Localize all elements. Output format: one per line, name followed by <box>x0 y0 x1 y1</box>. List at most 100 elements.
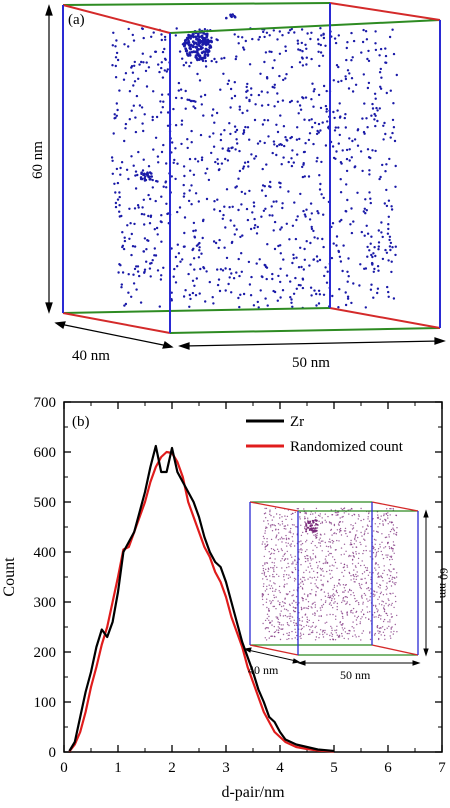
inset-atom-point <box>309 556 311 558</box>
inset-atom-point <box>290 513 292 515</box>
inset-atom-point <box>315 561 318 564</box>
inset-atom-point <box>301 616 304 618</box>
atom-point <box>116 181 120 185</box>
inset-atom-point <box>312 549 314 551</box>
atom-point <box>299 192 302 196</box>
inset-atom-point <box>361 616 363 618</box>
inset-atom-point <box>382 607 385 609</box>
atom-point <box>310 118 313 121</box>
atom-point <box>363 234 366 237</box>
inset-atom-point <box>332 542 334 544</box>
atom-point <box>320 34 323 37</box>
atom-point <box>344 291 347 294</box>
atom-point <box>233 94 237 98</box>
atom-point <box>114 45 117 48</box>
inset-atom-point <box>292 609 295 612</box>
atom-point <box>199 95 203 98</box>
inset-atom-point <box>334 511 337 514</box>
inset-atom-point <box>322 633 324 636</box>
atom-point <box>145 61 148 64</box>
atom-point <box>144 69 148 73</box>
inset-atom-point <box>275 544 277 546</box>
inset-atom-point <box>331 627 333 629</box>
inset-atom-point <box>303 593 306 595</box>
atom-point <box>194 192 198 195</box>
inset-atom-point <box>279 514 281 516</box>
atom-point <box>237 35 240 38</box>
inset-atom-point <box>351 528 354 530</box>
atom-point <box>351 139 354 143</box>
atom-point <box>270 205 273 208</box>
atom-point <box>299 49 302 52</box>
inset-atom-point <box>383 634 386 637</box>
atom-point <box>313 88 316 91</box>
atom-point <box>230 97 234 100</box>
inset-atom-point <box>316 610 318 612</box>
atom-point <box>388 235 392 238</box>
inset-atom-point <box>335 632 337 634</box>
atom-point <box>176 162 179 165</box>
inset-atom-point <box>339 584 341 586</box>
inset-atom-point <box>306 621 308 623</box>
atom-point <box>230 272 233 275</box>
inset-atom-point <box>375 569 377 571</box>
atom-point <box>143 268 147 271</box>
atom-point <box>293 31 296 34</box>
atom-point <box>365 38 369 41</box>
atom-point <box>243 192 247 195</box>
inset-atom-point <box>341 508 344 511</box>
inset-atom-point <box>353 578 355 580</box>
inset-depth-label: 40 nm <box>248 663 279 677</box>
atom-point <box>152 90 155 93</box>
atom-point <box>183 245 186 248</box>
atom-point <box>317 42 320 46</box>
atom-point <box>128 237 131 240</box>
inset-atom-point <box>276 566 278 569</box>
inset-atom-point <box>388 534 390 536</box>
inset-atom-point <box>321 584 323 586</box>
atom-point <box>218 289 222 293</box>
inset-atom-point <box>352 551 354 554</box>
inset-atom-point <box>275 513 278 515</box>
inset-atom-point <box>308 625 310 627</box>
atom-point <box>350 77 354 80</box>
inset-atom-point <box>326 621 328 623</box>
atom-point <box>269 180 272 184</box>
inset-height-arrow <box>423 509 429 657</box>
atom-point <box>346 69 350 72</box>
inset-atom-point <box>376 608 378 610</box>
atom-point <box>233 33 236 36</box>
inset-atom-point <box>311 577 313 579</box>
inset-atom-point <box>336 529 339 531</box>
inset-atom-point <box>385 554 387 556</box>
atom-point <box>234 130 237 134</box>
atom-point <box>121 245 124 249</box>
inset-atom-point <box>262 565 264 567</box>
atom-cluster-point <box>188 51 192 55</box>
atom-point <box>302 97 305 100</box>
atom-point <box>136 173 139 177</box>
inset-atom-point <box>357 562 360 564</box>
inset-atom-point <box>329 602 331 604</box>
atom-point <box>259 289 262 292</box>
atom-point <box>157 63 160 66</box>
inset-atom-point <box>359 586 361 588</box>
inset-atom-point <box>275 535 278 538</box>
atom-point <box>387 290 390 294</box>
inset-atom-point <box>363 518 365 521</box>
inset-atom-point <box>324 558 327 560</box>
inset-atom-point <box>340 534 343 536</box>
atom-point <box>118 191 121 194</box>
inset-atom-point <box>377 517 379 520</box>
inset-atom-point <box>300 606 303 609</box>
inset-atom-point <box>291 638 293 640</box>
inset-atom-point <box>326 614 328 616</box>
atom-point <box>248 138 251 141</box>
inset-atom-point <box>396 614 398 617</box>
atom-point <box>254 103 257 106</box>
atom-point <box>200 158 204 162</box>
inset-atom-point <box>387 605 390 607</box>
inset-atom-point <box>264 532 266 534</box>
inset-atom-point <box>386 587 388 589</box>
atom-point <box>344 75 347 78</box>
